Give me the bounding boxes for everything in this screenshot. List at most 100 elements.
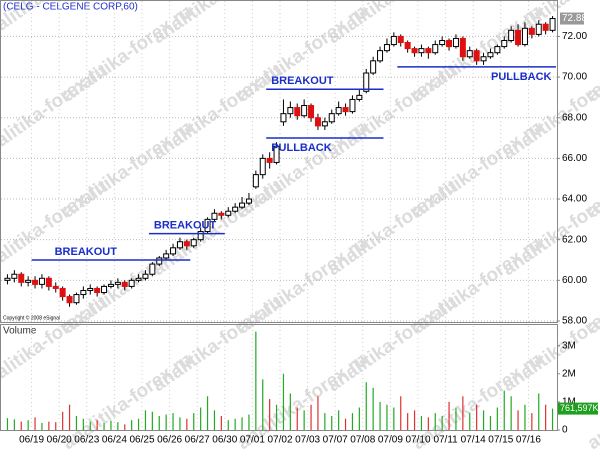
y-tick-label: 58.00 <box>562 316 587 327</box>
volume-bar <box>75 415 78 430</box>
candle-body <box>176 241 183 249</box>
candle-body <box>4 277 11 281</box>
candle-body <box>190 239 197 247</box>
candle-body <box>38 277 45 285</box>
candle-body <box>473 50 480 62</box>
volume-bar <box>89 421 91 430</box>
volume-bar <box>137 418 140 430</box>
volume-bar <box>34 417 36 430</box>
candle-body <box>535 23 542 35</box>
candle-body <box>342 107 349 113</box>
candle-body <box>266 157 273 163</box>
candle-body <box>349 98 356 113</box>
volume-bar <box>20 421 22 430</box>
candle-body <box>142 273 149 279</box>
volume-bar <box>407 413 409 430</box>
candle-body <box>383 44 390 52</box>
volume-bar <box>96 420 98 430</box>
x-tick-label: 06/24 <box>102 435 127 446</box>
x-tick-label: 07/02 <box>267 435 292 446</box>
candle-body <box>218 212 225 216</box>
candle-body <box>508 29 515 41</box>
volume-bar <box>317 396 319 430</box>
candle-body <box>446 39 453 48</box>
volume-bar <box>517 410 519 430</box>
x-tick-label: 07/09 <box>378 435 403 446</box>
volume-bar <box>420 415 423 430</box>
candle-body <box>135 277 142 281</box>
candle-body <box>252 174 259 188</box>
volume-bar <box>331 415 333 430</box>
volume-bar <box>296 407 298 430</box>
x-tick-label: 06/20 <box>47 435 72 446</box>
candle-body <box>114 281 121 285</box>
candle-body <box>128 279 135 287</box>
volume-bar <box>482 410 485 430</box>
volume-title: Volume <box>3 326 37 337</box>
candle-body <box>280 113 287 123</box>
candle-body <box>521 27 528 46</box>
candle-body <box>432 44 439 54</box>
volume-bar <box>124 424 126 430</box>
candle-body <box>314 117 321 127</box>
candle-body <box>397 35 404 44</box>
last-volume-label: 761,597K <box>560 403 599 413</box>
volume-bar <box>503 390 505 430</box>
x-tick-label: 07/14 <box>461 435 486 446</box>
candle-body <box>466 50 473 58</box>
candle-body <box>170 247 177 255</box>
volume-bar <box>427 417 429 430</box>
volume-bar <box>358 407 360 430</box>
candle-body <box>204 218 211 233</box>
volume-bar <box>496 407 498 430</box>
candle-body <box>73 294 80 304</box>
volume-bar <box>386 404 388 430</box>
candle-body <box>377 50 384 62</box>
candle-body <box>335 107 342 115</box>
candle-body <box>494 46 501 54</box>
annotation-label: BREAKOUT <box>271 75 334 87</box>
candle-body <box>321 121 328 127</box>
volume-bar <box>55 422 57 430</box>
candle-body <box>487 52 494 58</box>
volume-bar <box>165 414 167 430</box>
volume-bar <box>289 393 291 430</box>
annotation-label: PULLBACK <box>271 142 332 154</box>
candle-body <box>197 231 204 241</box>
candle-body <box>404 42 411 50</box>
x-tick-label: 07/01 <box>240 435 265 446</box>
price-panel <box>0 0 558 323</box>
candle-body <box>294 107 301 117</box>
candle-body <box>370 60 377 74</box>
x-tick-label: 06/27 <box>185 435 210 446</box>
volume-bar <box>151 411 153 430</box>
candle-body <box>239 202 246 208</box>
candle-body <box>411 48 418 54</box>
last-volume-box <box>558 402 598 415</box>
volume-bar <box>62 411 64 430</box>
volume-bar <box>27 420 29 430</box>
candle-body <box>273 145 280 163</box>
volume-bar <box>524 404 526 430</box>
volume-bar <box>489 415 492 430</box>
annotation-label: PULLBACK <box>491 71 552 83</box>
volume-bar <box>241 417 243 430</box>
candle-body <box>515 29 522 46</box>
volume-bar <box>206 396 209 430</box>
volume-bar <box>248 414 250 430</box>
volume-bar <box>262 379 264 430</box>
y-tick-label: 62.00 <box>562 234 587 245</box>
y-tick-label: 68.00 <box>562 112 587 123</box>
candle-body <box>52 285 59 289</box>
candle-body <box>418 48 425 54</box>
candle-body <box>452 37 459 48</box>
candle-body <box>439 39 446 46</box>
volume-panel <box>0 324 558 431</box>
volume-bar <box>158 415 160 430</box>
last-price-label: 72.88 <box>562 13 587 24</box>
volume-bar <box>193 413 195 430</box>
volume-tick-label: 3M <box>562 340 576 351</box>
x-tick-label: 06/30 <box>212 435 237 446</box>
candle-body <box>66 296 73 304</box>
